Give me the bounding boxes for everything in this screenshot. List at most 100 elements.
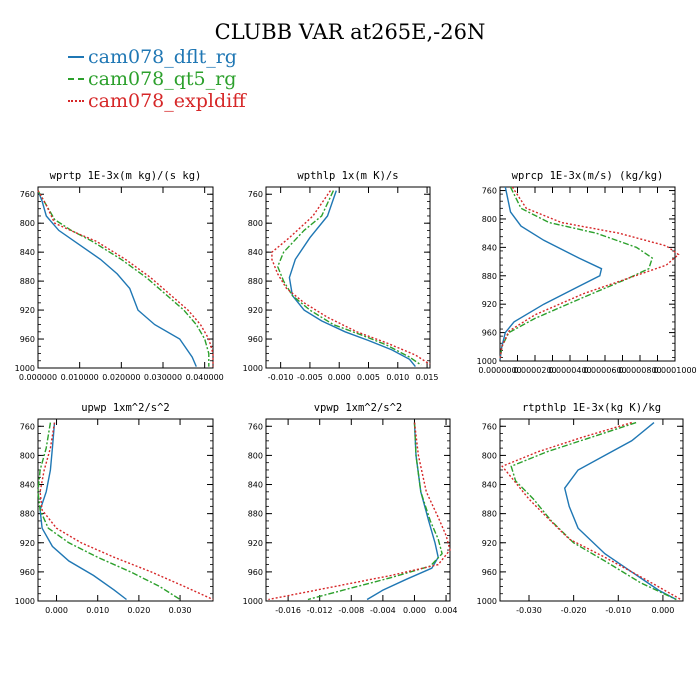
- x-tick-label: -0.004: [370, 606, 396, 615]
- series-line-cam078_dflt_rg: [499, 186, 603, 360]
- series-line-cam078_expldiff: [37, 190, 214, 367]
- y-tick-label: 840: [248, 481, 263, 490]
- series-line-cam078_qt5_rg: [499, 186, 654, 360]
- series-line-cam078_qt5_rg: [37, 422, 181, 601]
- series-line-cam078_expldiff: [499, 186, 680, 360]
- y-tick-label: 800: [20, 451, 35, 460]
- plot-frame: [37, 186, 214, 369]
- x-tick-label: 0.030000: [144, 373, 182, 382]
- y-tick-label: 1000: [477, 597, 497, 606]
- legend-item-expl: cam078_expldiff: [68, 90, 246, 112]
- y-tick-label: 960: [482, 568, 497, 577]
- x-tick-label: -0.010: [605, 606, 631, 615]
- x-tick-label: 0.015: [416, 373, 439, 382]
- series-line-cam078_qt5_rg: [510, 421, 677, 601]
- y-tick-label: 800: [248, 451, 263, 460]
- x-tick-label: 0.040000: [186, 373, 224, 382]
- legend-swatch-expl: [68, 100, 84, 102]
- y-tick-label: 1000: [15, 597, 35, 606]
- y-tick-label: 920: [20, 539, 35, 548]
- legend-item-qt5: cam078_qt5_rg: [68, 68, 246, 90]
- x-tick-label: 0.0000000: [478, 366, 521, 375]
- series-line-cam078_qt5_rg: [276, 190, 422, 366]
- x-tick-label: 0.0001000: [653, 366, 696, 375]
- x-tick-label: -0.020: [561, 606, 587, 615]
- y-tick-label: 840: [248, 248, 263, 257]
- x-tick-label: -0.030: [516, 606, 542, 615]
- legend-swatch-qt5: [68, 78, 84, 80]
- y-tick-label: 920: [20, 306, 35, 315]
- series-line-cam078_expldiff: [39, 422, 214, 601]
- x-tick-label: 0.004: [435, 606, 458, 615]
- x-tick-label: 0.005: [357, 373, 380, 382]
- panel-title: wprtp 1E-3x(m kg)/(s kg): [50, 170, 202, 182]
- y-tick-label: 880: [248, 277, 263, 286]
- series-line-cam078_dflt_rg: [37, 190, 197, 367]
- x-tick-label: 0.020: [127, 606, 150, 615]
- figure-title: CLUBB VAR at265E,-26N: [214, 20, 486, 44]
- y-tick-label: 800: [20, 219, 35, 228]
- y-tick-label: 920: [248, 539, 263, 548]
- y-tick-label: 840: [20, 248, 35, 257]
- y-tick-label: 760: [248, 190, 263, 199]
- panel-5: vpwp 1xm^2/s^2 760 800 840 880 920 960 1000 -0.0…: [243, 402, 458, 615]
- y-tick-label: 960: [482, 329, 497, 338]
- series-line-cam078_qt5_rg: [37, 190, 210, 367]
- series-line-cam078_dflt_rg: [563, 422, 677, 601]
- y-tick-label: 760: [482, 422, 497, 431]
- series-line-cam078_expldiff: [271, 190, 431, 365]
- y-tick-label: 760: [482, 187, 497, 196]
- series-line-cam078_expldiff: [501, 421, 682, 601]
- x-tick-label: 0.000: [403, 606, 426, 615]
- x-tick-label: -0.010: [268, 373, 294, 382]
- legend-item-dflt: cam078_dflt_rg: [68, 46, 246, 68]
- y-tick-label: 760: [248, 422, 263, 431]
- plot-frame: [499, 186, 676, 362]
- x-tick-label: 0.000: [45, 606, 68, 615]
- x-tick-label: -0.012: [307, 606, 333, 615]
- x-tick-label: 0.0000600: [583, 366, 626, 375]
- panel-3: wprcp 1E-3x(m/s) (kg/kg) 760 800 840 880 920 9…: [477, 170, 697, 375]
- panel-6: rtpthlp 1E-3x(kg K)/kg 760 800 840 880 920 960…: [477, 402, 684, 615]
- x-tick-label: -0.016: [275, 606, 301, 615]
- y-tick-label: 960: [248, 335, 263, 344]
- panel-title: wpthlp 1x(m K)/s: [297, 170, 398, 182]
- legend-label-qt5: cam078_qt5_rg: [88, 68, 237, 90]
- x-tick-label: 0.010: [386, 373, 409, 382]
- legend-label-expl: cam078_expldiff: [88, 90, 246, 112]
- legend: cam078_dflt_rg cam078_qt5_rg cam078_expl…: [68, 46, 246, 112]
- panel-4: upwp 1xm^2/s^2 760 800 840 880 920 960 1000 0.00…: [15, 402, 214, 615]
- series-line-cam078_qt5_rg: [307, 422, 443, 601]
- y-tick-label: 880: [248, 510, 263, 519]
- y-tick-label: 880: [482, 510, 497, 519]
- y-tick-label: 840: [20, 481, 35, 490]
- y-tick-label: 920: [482, 300, 497, 309]
- y-tick-label: 920: [482, 539, 497, 548]
- x-tick-label: 0.010: [86, 606, 109, 615]
- series-line-cam078_dflt_rg: [288, 190, 416, 368]
- y-tick-label: 840: [482, 243, 497, 252]
- x-tick-label: 0.000000: [19, 373, 57, 382]
- panel-title: upwp 1xm^2/s^2: [81, 402, 170, 414]
- x-tick-label: 0.020000: [102, 373, 140, 382]
- y-tick-label: 920: [248, 306, 263, 315]
- legend-label-dflt: cam078_dflt_rg: [88, 46, 237, 68]
- x-tick-label: 0.030: [169, 606, 192, 615]
- panel-title: vpwp 1xm^2/s^2: [314, 402, 403, 414]
- x-tick-label: 0.000: [328, 373, 351, 382]
- y-tick-label: 880: [20, 510, 35, 519]
- y-tick-label: 760: [20, 422, 35, 431]
- legend-swatch-dflt: [68, 56, 84, 58]
- plot-frame: [499, 418, 684, 602]
- y-tick-label: 960: [20, 335, 35, 344]
- y-tick-label: 880: [20, 277, 35, 286]
- plot-frame: [265, 186, 431, 369]
- x-tick-label: 0.010000: [61, 373, 99, 382]
- x-tick-label: 0.0000800: [618, 366, 661, 375]
- x-tick-label: 0.000: [651, 606, 674, 615]
- x-tick-label: -0.005: [297, 373, 323, 382]
- series-line-cam078_dflt_rg: [39, 422, 127, 601]
- panel-1: wprtp 1E-3x(m kg)/(s kg) 760 800 840 880 920 9…: [15, 170, 224, 382]
- y-tick-label: 800: [482, 451, 497, 460]
